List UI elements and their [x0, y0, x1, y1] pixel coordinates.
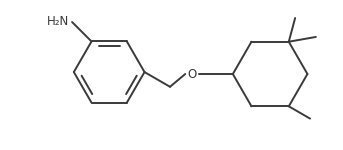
Text: O: O [188, 68, 197, 81]
Text: H₂N: H₂N [47, 15, 69, 28]
